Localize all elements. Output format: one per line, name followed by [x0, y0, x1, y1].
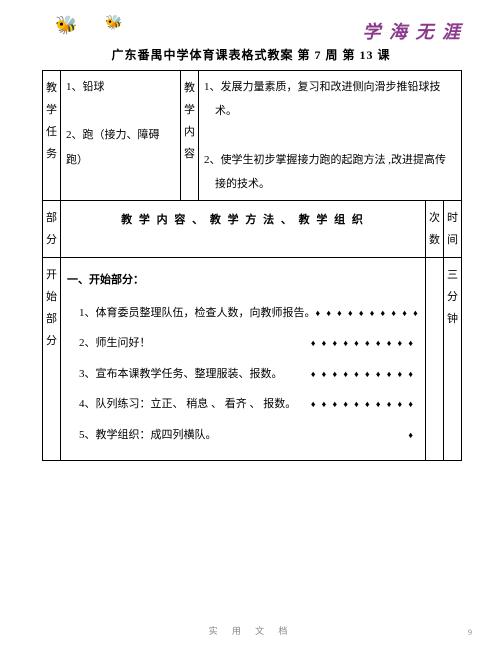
label-char: 部	[45, 207, 58, 229]
item-text: 5、教学组织：成四列横队。	[67, 421, 217, 450]
formation-dots: ♦ ♦ ♦ ♦ ♦ ♦ ♦ ♦ ♦ ♦	[316, 302, 424, 325]
task-row: 教 学 任 务 1、铅球 2、跑（接力、障碍跑） 教 学 内 容 1、发展力量素…	[43, 71, 462, 201]
time-char: 钟	[446, 308, 459, 330]
label-char: 开	[45, 264, 58, 286]
label-char: 教	[45, 77, 58, 99]
label-char: 任	[45, 121, 58, 143]
label-char: 间	[446, 229, 459, 251]
item-text: 1、体育委员整理队伍，检查人数，向教师报告。	[67, 299, 316, 328]
content-label-cell: 教 学 内 容	[181, 71, 199, 201]
page-footer: 实 用 文 档	[0, 624, 502, 637]
section-label-cell: 部 分	[43, 200, 61, 257]
bee-icon-1: 🐝	[55, 15, 75, 35]
label-char: 学	[183, 99, 196, 121]
label-char: 分	[45, 330, 58, 352]
item-text: 2、师生问好！	[67, 329, 151, 358]
count-label-cell: 次 数	[426, 200, 444, 257]
formation-dots: ♦ ♦ ♦ ♦ ♦ ♦ ♦ ♦ ♦ ♦	[311, 332, 419, 355]
count-value-cell	[426, 257, 444, 460]
list-item: 1、体育委员整理队伍，检查人数，向教师报告。 ♦ ♦ ♦ ♦ ♦ ♦ ♦ ♦ ♦…	[67, 299, 419, 328]
list-item: 5、教学组织：成四列横队。 ♦	[67, 421, 419, 450]
start-section-row: 开 始 部 分 一、开始部分： 1、体育委员整理队伍，检查人数，向教师报告。 ♦…	[43, 257, 462, 460]
content-text-cell: 1、发展力量素质，复习和改进侧向滑步推铅球技 术。 2、使学生初步掌握接力跑的起…	[199, 71, 462, 201]
time-label-cell: 时 间	[444, 200, 462, 257]
bee-icon-2: 🐝	[105, 15, 125, 35]
label-char: 容	[183, 143, 196, 165]
time-value-cell: 三 分 钟	[444, 257, 462, 460]
methods-heading-cell: 教 学 内 容 、 教 学 方 法 、 教 学 组 织	[61, 200, 426, 257]
start-section-title: 一、开始部分：	[67, 266, 419, 295]
start-content-cell: 一、开始部分： 1、体育委员整理队伍，检查人数，向教师报告。 ♦ ♦ ♦ ♦ ♦…	[61, 257, 426, 460]
label-char: 部	[45, 308, 58, 330]
lesson-plan-table: 教 学 任 务 1、铅球 2、跑（接力、障碍跑） 教 学 内 容 1、发展力量素…	[42, 70, 462, 461]
label-char: 时	[446, 207, 459, 229]
list-item: 4、队列练习：立正、 稍息 、 看齐 、 报数。 ♦ ♦ ♦ ♦ ♦ ♦ ♦ ♦…	[67, 390, 419, 419]
label-char: 始	[45, 286, 58, 308]
time-char: 分	[446, 286, 459, 308]
task-label-cell: 教 学 任 务	[43, 71, 61, 201]
label-char: 分	[45, 229, 58, 251]
formation-dots: ♦ ♦ ♦ ♦ ♦ ♦ ♦ ♦ ♦ ♦	[311, 393, 419, 416]
label-char: 内	[183, 121, 196, 143]
label-char: 教	[183, 77, 196, 99]
heading-row: 部 分 教 学 内 容 、 教 学 方 法 、 教 学 组 织 次 数 时 间	[43, 200, 462, 257]
header-decorations: 🐝 🐝	[55, 15, 125, 35]
item-text: 4、队列练习：立正、 稍息 、 看齐 、 报数。	[67, 390, 296, 419]
formation-dots: ♦	[408, 424, 419, 447]
list-item: 3、宣布本课教学任务、整理服装、报数。 ♦ ♦ ♦ ♦ ♦ ♦ ♦ ♦ ♦ ♦	[67, 360, 419, 389]
time-char: 三	[446, 264, 459, 286]
label-char: 学	[45, 99, 58, 121]
start-label-cell: 开 始 部 分	[43, 257, 61, 460]
list-item: 2、师生问好！ ♦ ♦ ♦ ♦ ♦ ♦ ♦ ♦ ♦ ♦	[67, 329, 419, 358]
task-content-cell: 1、铅球 2、跑（接力、障碍跑）	[61, 71, 181, 201]
item-text: 3、宣布本课教学任务、整理服装、报数。	[67, 360, 283, 389]
formation-dots: ♦ ♦ ♦ ♦ ♦ ♦ ♦ ♦ ♦ ♦	[311, 363, 419, 386]
label-char: 次	[428, 207, 441, 229]
label-char: 务	[45, 143, 58, 165]
page-number: 9	[468, 628, 472, 637]
document-title: 广东番禺中学体育课表格式教案 第 7 周 第 13 课	[0, 46, 502, 63]
label-char: 数	[428, 229, 441, 251]
calligraphy-motto: 学 海 无 涯	[363, 18, 463, 44]
